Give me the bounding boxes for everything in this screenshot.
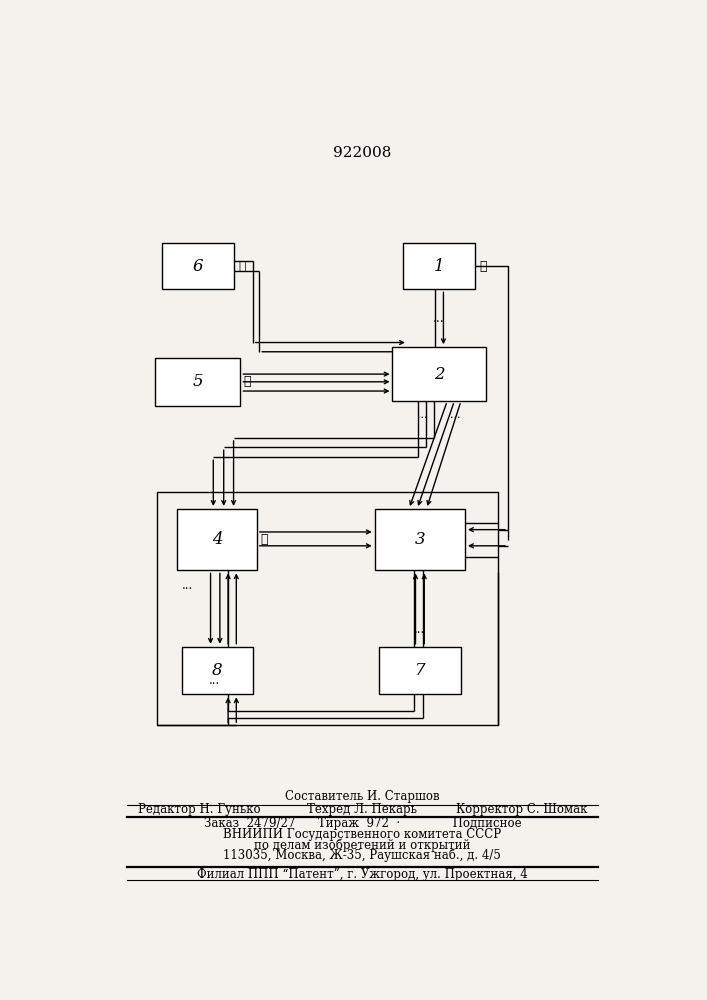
Text: 3: 3 <box>414 531 425 548</box>
Bar <box>379 647 461 694</box>
Text: Техред Л. Пекарь: Техред Л. Пекарь <box>308 803 417 816</box>
Text: Филиал ППП “Патент”, г. Ужгород, ул. Проектная, 4: Филиал ППП “Патент”, г. Ужгород, ул. Про… <box>197 868 527 881</box>
Text: ВНИИПИ Государственного комитета СССР: ВНИИПИ Государственного комитета СССР <box>223 828 501 841</box>
Bar <box>177 509 257 570</box>
Text: ...: ... <box>182 579 193 592</box>
Bar <box>375 509 465 570</box>
Text: 5: 5 <box>192 373 204 390</box>
Bar <box>156 358 240 406</box>
Text: 922008: 922008 <box>333 146 392 160</box>
Text: 8: 8 <box>212 662 223 679</box>
Text: по делам изобретений и открытий: по делам изобретений и открытий <box>254 839 471 852</box>
Text: 6: 6 <box>192 258 204 275</box>
Text: 113035, Москва, Ж-35, Раушская наб., д. 4/5: 113035, Москва, Ж-35, Раушская наб., д. … <box>223 849 501 862</box>
Bar <box>163 243 233 289</box>
Text: ⋮: ⋮ <box>260 533 268 546</box>
Text: ...: ... <box>209 674 220 687</box>
Text: 4: 4 <box>212 531 223 548</box>
Text: ⋮: ⋮ <box>244 375 251 388</box>
Text: ...: ... <box>414 623 426 636</box>
Text: 2: 2 <box>433 366 445 383</box>
Bar <box>404 243 474 289</box>
Text: ...: ... <box>433 312 445 325</box>
Text: ⋮: ⋮ <box>238 260 245 273</box>
Bar <box>182 647 253 694</box>
Text: Заказ  2479/27      Тираж  972  ·              Подписное: Заказ 2479/27 Тираж 972 · Подписное <box>204 817 521 830</box>
Bar <box>392 347 486 401</box>
Text: ...: ... <box>417 410 428 420</box>
Text: ⋮: ⋮ <box>479 260 486 273</box>
Text: Корректор С. Шомак: Корректор С. Шомак <box>455 803 587 816</box>
Text: 1: 1 <box>433 258 445 275</box>
Text: ...: ... <box>450 410 461 420</box>
Text: Составитель И. Старшов: Составитель И. Старшов <box>285 790 440 803</box>
Text: 7: 7 <box>414 662 425 679</box>
Text: Редактор Н. Гунько: Редактор Н. Гунько <box>138 803 260 816</box>
